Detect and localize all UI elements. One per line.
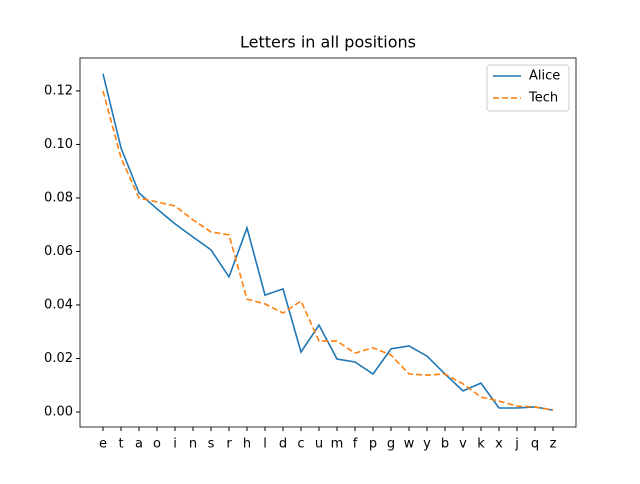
x-tick-label: a (135, 437, 143, 452)
x-tick-label: g (387, 437, 395, 452)
x-tick-label: y (423, 437, 431, 452)
x-tick-label: e (99, 437, 107, 452)
x-tick-label: x (495, 437, 503, 452)
x-tick-label: v (459, 437, 467, 452)
chart-title: Letters in all positions (240, 33, 416, 52)
x-tick-label: s (208, 437, 215, 452)
x-tick-label: l (263, 437, 267, 452)
x-tick-label: o (153, 437, 161, 452)
y-tick-label: 0.04 (44, 297, 73, 312)
x-tick-label: c (297, 437, 304, 452)
y-tick-label: 0.00 (44, 405, 73, 420)
x-tick-label: p (369, 437, 377, 452)
x-tick-label: q (531, 437, 539, 452)
line-series (102, 73, 554, 411)
x-tick-label: n (189, 437, 197, 452)
x-tick-label: k (477, 437, 485, 452)
y-tick-label: 0.10 (44, 137, 73, 152)
x-tick-label: t (118, 437, 123, 452)
x-tick-label: d (279, 437, 287, 452)
x-tick-label: z (550, 437, 557, 452)
plot-frame (79, 57, 577, 428)
legend-label: Tech (528, 91, 558, 106)
x-tick-label: r (226, 437, 232, 452)
x-tick-label: m (331, 437, 344, 452)
line-series (102, 90, 554, 411)
x-tick-label: u (315, 437, 323, 452)
y-tick-label: 0.02 (44, 351, 73, 366)
x-tick-label: w (404, 437, 415, 452)
y-tick-label: 0.08 (44, 190, 73, 205)
x-tick-label: h (243, 437, 251, 452)
x-tick-label: i (173, 437, 177, 452)
y-tick-label: 0.06 (44, 244, 73, 259)
x-tick-label: b (441, 437, 449, 452)
legend-label: Alice (529, 69, 560, 84)
x-tick-label: j (514, 437, 519, 452)
x-tick-label: f (353, 437, 358, 452)
y-tick-label: 0.12 (44, 83, 73, 98)
